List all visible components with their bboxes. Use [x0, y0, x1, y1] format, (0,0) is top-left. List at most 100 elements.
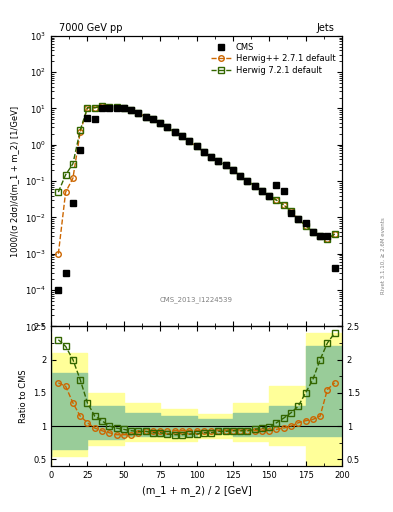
Y-axis label: Ratio to CMS: Ratio to CMS: [18, 369, 28, 423]
Herwig 7.2.1 default: [158, 120, 163, 126]
Herwig 7.2.1 default: [296, 216, 301, 222]
CMS: [318, 233, 323, 240]
Herwig 7.2.1 default: [180, 133, 184, 139]
CMS: [121, 104, 126, 111]
Herwig++ 2.7.1 default: [274, 197, 279, 203]
Herwig 7.2.1 default: [173, 130, 177, 136]
CMS: [129, 107, 134, 113]
CMS: [252, 183, 257, 189]
Herwig++ 2.7.1 default: [114, 104, 119, 110]
CMS: [187, 138, 192, 144]
Herwig++ 2.7.1 default: [136, 110, 141, 116]
Herwig 7.2.1 default: [143, 114, 148, 120]
Herwig++ 2.7.1 default: [165, 124, 170, 131]
CMS: [281, 187, 286, 194]
Herwig 7.2.1 default: [209, 154, 213, 160]
Herwig++ 2.7.1 default: [173, 130, 177, 136]
Herwig 7.2.1 default: [151, 116, 155, 122]
CMS: [289, 210, 294, 217]
Herwig 7.2.1 default: [121, 104, 126, 111]
CMS: [85, 115, 90, 121]
CMS: [151, 116, 155, 122]
Herwig++ 2.7.1 default: [281, 202, 286, 208]
Herwig 7.2.1 default: [100, 103, 105, 110]
Herwig++ 2.7.1 default: [289, 208, 294, 214]
CMS: [202, 148, 206, 155]
X-axis label: (m_1 + m_2) / 2 [GeV]: (m_1 + m_2) / 2 [GeV]: [141, 485, 252, 496]
Herwig++ 2.7.1 default: [332, 231, 337, 237]
CMS: [114, 104, 119, 111]
Herwig 7.2.1 default: [165, 124, 170, 131]
Herwig++ 2.7.1 default: [303, 222, 308, 228]
Herwig++ 2.7.1 default: [231, 167, 235, 173]
CMS: [194, 143, 199, 150]
Herwig++ 2.7.1 default: [85, 104, 90, 111]
Herwig++ 2.7.1 default: [107, 104, 112, 110]
Herwig++ 2.7.1 default: [63, 189, 68, 195]
CMS: [143, 114, 148, 120]
Herwig 7.2.1 default: [78, 127, 83, 134]
Herwig 7.2.1 default: [238, 173, 242, 179]
Herwig++ 2.7.1 default: [318, 233, 323, 240]
CMS: [325, 233, 330, 240]
Herwig 7.2.1 default: [289, 208, 294, 214]
CMS: [267, 193, 272, 199]
Herwig 7.2.1 default: [187, 138, 192, 144]
Herwig++ 2.7.1 default: [267, 193, 272, 199]
CMS: [245, 178, 250, 184]
Herwig++ 2.7.1 default: [143, 114, 148, 120]
Herwig++ 2.7.1 default: [209, 154, 213, 160]
Herwig++ 2.7.1 default: [296, 216, 301, 222]
Text: Jets: Jets: [316, 23, 334, 33]
Herwig 7.2.1 default: [245, 178, 250, 184]
CMS: [56, 287, 61, 293]
Herwig 7.2.1 default: [129, 107, 134, 113]
CMS: [274, 182, 279, 188]
Text: CMS_2013_I1224539: CMS_2013_I1224539: [160, 296, 233, 303]
CMS: [173, 130, 177, 136]
Herwig 7.2.1 default: [63, 172, 68, 178]
Herwig++ 2.7.1 default: [100, 103, 105, 110]
CMS: [216, 158, 221, 164]
CMS: [78, 147, 83, 154]
Herwig++ 2.7.1 default: [56, 251, 61, 257]
Herwig++ 2.7.1 default: [216, 158, 221, 164]
CMS: [100, 105, 105, 112]
Herwig++ 2.7.1 default: [180, 133, 184, 139]
Herwig 7.2.1 default: [92, 104, 97, 111]
Herwig++ 2.7.1 default: [245, 178, 250, 184]
Line: Herwig++ 2.7.1 default: Herwig++ 2.7.1 default: [55, 103, 338, 257]
CMS: [165, 124, 170, 131]
Herwig++ 2.7.1 default: [121, 104, 126, 111]
Herwig 7.2.1 default: [71, 161, 75, 167]
Herwig 7.2.1 default: [281, 202, 286, 208]
Line: CMS: CMS: [55, 105, 338, 293]
Herwig 7.2.1 default: [310, 229, 315, 235]
Herwig++ 2.7.1 default: [158, 120, 163, 126]
Herwig 7.2.1 default: [223, 162, 228, 168]
Herwig++ 2.7.1 default: [71, 175, 75, 181]
Herwig++ 2.7.1 default: [310, 229, 315, 235]
Herwig++ 2.7.1 default: [202, 148, 206, 155]
Legend: CMS, Herwig++ 2.7.1 default, Herwig 7.2.1 default: CMS, Herwig++ 2.7.1 default, Herwig 7.2.…: [208, 40, 338, 77]
Herwig 7.2.1 default: [216, 158, 221, 164]
Herwig 7.2.1 default: [274, 197, 279, 203]
CMS: [332, 265, 337, 271]
Herwig 7.2.1 default: [107, 104, 112, 110]
CMS: [223, 162, 228, 168]
CMS: [260, 187, 264, 194]
Herwig++ 2.7.1 default: [129, 107, 134, 113]
CMS: [209, 154, 213, 160]
Herwig 7.2.1 default: [252, 183, 257, 189]
Herwig++ 2.7.1 default: [238, 173, 242, 179]
Herwig++ 2.7.1 default: [223, 162, 228, 168]
CMS: [238, 173, 242, 179]
Herwig++ 2.7.1 default: [260, 187, 264, 194]
CMS: [310, 229, 315, 235]
CMS: [71, 200, 75, 206]
Text: Rivet 3.1.10, ≥ 2.6M events: Rivet 3.1.10, ≥ 2.6M events: [381, 218, 386, 294]
Herwig++ 2.7.1 default: [92, 104, 97, 111]
CMS: [180, 133, 184, 139]
Y-axis label: 1000/(σ 2dσ)/d(m_1 + m_2) [1/GeV]: 1000/(σ 2dσ)/d(m_1 + m_2) [1/GeV]: [11, 105, 20, 257]
Herwig 7.2.1 default: [136, 110, 141, 116]
